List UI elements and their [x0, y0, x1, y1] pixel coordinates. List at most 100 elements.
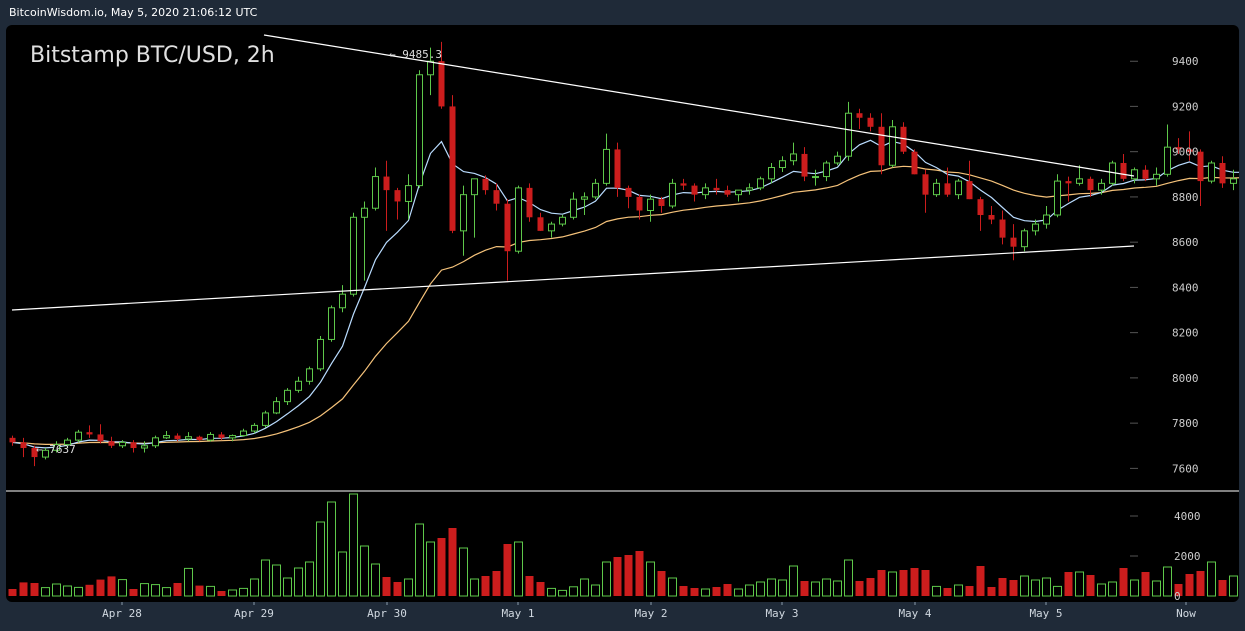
candle-body[interactable]: [86, 432, 93, 435]
volume-bar[interactable]: [877, 570, 886, 596]
volume-bar[interactable]: [239, 587, 248, 597]
candle-body[interactable]: [724, 190, 731, 195]
volume-bar[interactable]: [85, 584, 94, 596]
volume-bar[interactable]: [470, 578, 479, 597]
candle-body[interactable]: [812, 176, 819, 179]
candle-body[interactable]: [372, 176, 379, 209]
candle-body[interactable]: [559, 216, 566, 225]
volume-bar[interactable]: [525, 576, 534, 596]
volume-bar[interactable]: [899, 570, 908, 596]
volume-bar[interactable]: [767, 578, 776, 597]
candle-body[interactable]: [889, 126, 896, 166]
candle-body[interactable]: [1065, 181, 1072, 184]
volume-bar[interactable]: [349, 493, 358, 597]
candle-body[interactable]: [1153, 173, 1160, 180]
volume-bar[interactable]: [679, 586, 688, 596]
candle-body[interactable]: [1175, 147, 1182, 150]
candle-body[interactable]: [350, 216, 357, 295]
volume-bar[interactable]: [756, 581, 765, 597]
volume-bar[interactable]: [954, 584, 963, 597]
volume-bar[interactable]: [976, 566, 985, 596]
volume-bar[interactable]: [184, 567, 193, 597]
candle-body[interactable]: [603, 148, 610, 184]
candle-body[interactable]: [471, 178, 478, 196]
candle-body[interactable]: [339, 293, 346, 309]
volume-bar[interactable]: [514, 541, 523, 597]
volume-bar[interactable]: [1152, 580, 1161, 597]
volume-bar[interactable]: [866, 578, 875, 596]
volume-bar[interactable]: [96, 579, 105, 596]
candle-body[interactable]: [526, 187, 533, 218]
candle-body[interactable]: [394, 190, 401, 202]
volume-bar[interactable]: [932, 585, 941, 597]
volume-bar[interactable]: [272, 564, 281, 597]
candle-body[interactable]: [999, 219, 1006, 238]
volume-bar[interactable]: [778, 579, 787, 597]
candle-body[interactable]: [207, 433, 214, 441]
candle-body[interactable]: [1230, 178, 1237, 184]
volume-bar[interactable]: [811, 581, 820, 597]
candle-body[interactable]: [42, 449, 49, 458]
volume-bar[interactable]: [437, 538, 446, 596]
candle-body[interactable]: [240, 430, 247, 437]
candle-body[interactable]: [306, 368, 313, 382]
candle-body[interactable]: [196, 436, 203, 441]
volume-bar[interactable]: [1207, 561, 1216, 597]
volume-bar[interactable]: [1119, 568, 1128, 596]
candle-body[interactable]: [746, 187, 753, 191]
volume-bar[interactable]: [657, 571, 666, 596]
volume-bar[interactable]: [580, 578, 589, 597]
candle-body[interactable]: [20, 442, 27, 449]
candle-body[interactable]: [229, 435, 236, 439]
candle-body[interactable]: [460, 194, 467, 232]
candle-body[interactable]: [515, 187, 522, 252]
candle-body[interactable]: [328, 307, 335, 340]
volume-bar[interactable]: [327, 501, 336, 597]
candle-body[interactable]: [955, 180, 962, 196]
volume-bar[interactable]: [536, 582, 545, 596]
candle-body[interactable]: [1087, 178, 1094, 191]
volume-bar[interactable]: [140, 583, 149, 597]
candle-body[interactable]: [680, 183, 687, 186]
candle-body[interactable]: [933, 182, 940, 196]
volume-bar[interactable]: [833, 580, 842, 597]
candle-body[interactable]: [163, 435, 170, 439]
candle-body[interactable]: [878, 126, 885, 166]
candle-body[interactable]: [9, 437, 16, 443]
candle-body[interactable]: [1054, 180, 1061, 216]
candle-body[interactable]: [867, 117, 874, 127]
candlestick-chart[interactable]: Bitstamp BTC/USD, 2h ← 9485.3 ← 7637 940…: [6, 25, 1239, 602]
volume-bar[interactable]: [261, 559, 270, 597]
candle-body[interactable]: [658, 199, 665, 206]
candle-body[interactable]: [64, 439, 71, 446]
candle-body[interactable]: [405, 185, 412, 202]
candle-body[interactable]: [416, 74, 423, 187]
volume-bar[interactable]: [921, 570, 930, 596]
candle-body[interactable]: [823, 162, 830, 178]
volume-bar[interactable]: [503, 544, 512, 596]
candle-body[interactable]: [1076, 178, 1083, 184]
volume-bar[interactable]: [943, 588, 952, 596]
candle-body[interactable]: [1142, 169, 1149, 179]
volume-bar[interactable]: [448, 528, 457, 596]
volume-bar[interactable]: [1053, 585, 1062, 597]
candle-body[interactable]: [1186, 149, 1193, 152]
candle-body[interactable]: [768, 167, 775, 180]
volume-bar[interactable]: [162, 587, 171, 597]
candle-body[interactable]: [977, 199, 984, 216]
volume-bar[interactable]: [129, 589, 138, 596]
candle-body[interactable]: [1098, 182, 1105, 191]
candle-body[interactable]: [1043, 214, 1050, 225]
volume-bar[interactable]: [1009, 580, 1018, 596]
volume-bar[interactable]: [294, 567, 303, 597]
candle-body[interactable]: [801, 153, 808, 177]
candle-body[interactable]: [1164, 146, 1171, 175]
candle-body[interactable]: [295, 380, 302, 391]
volume-bar[interactable]: [63, 585, 72, 597]
candle-body[interactable]: [966, 181, 973, 200]
volume-bar[interactable]: [118, 579, 127, 597]
candle-body[interactable]: [53, 444, 60, 451]
candle-body[interactable]: [438, 61, 445, 107]
candle-body[interactable]: [427, 60, 434, 76]
volume-bar[interactable]: [195, 585, 204, 596]
